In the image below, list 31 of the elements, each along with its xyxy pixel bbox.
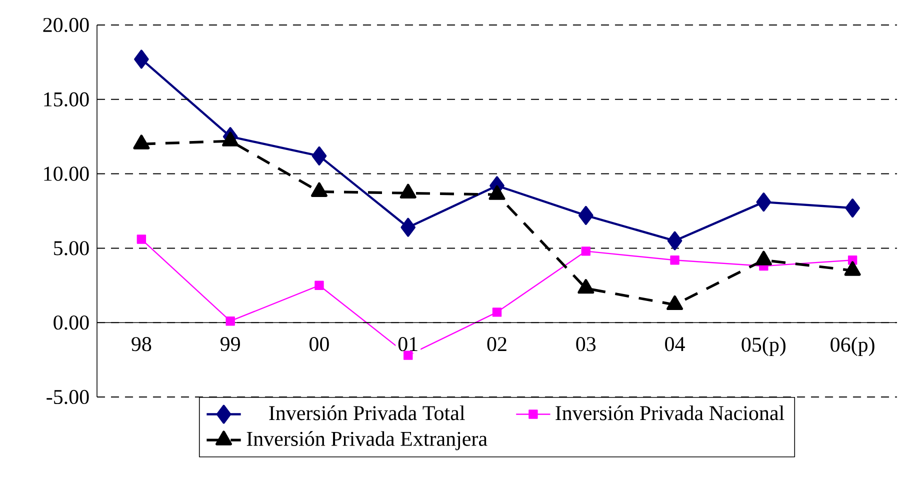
y-tick-label: 15.00 <box>44 92 89 107</box>
x-tick-label: 01 <box>398 337 418 352</box>
x-tick-label: 03 <box>576 337 596 352</box>
legend-label: Inversión Privada Nacional <box>556 405 784 420</box>
legend-label: Inversión Privada Extranjera <box>246 431 488 450</box>
point <box>756 192 772 212</box>
y-tick-label: 20.00 <box>43 18 89 32</box>
point <box>492 308 502 317</box>
legend-label: Inversión Privada Total <box>269 405 465 420</box>
y-tick-label: -5.00 <box>46 390 89 404</box>
point <box>400 218 416 237</box>
point <box>136 234 146 244</box>
x-tick-label: 06(p) <box>830 337 874 356</box>
y-tick-label: 5.00 <box>54 241 89 256</box>
point <box>578 206 594 225</box>
point <box>670 256 680 265</box>
point <box>581 246 590 256</box>
x-tick-label: 04 <box>665 337 685 352</box>
x-tick-label: 98 <box>132 337 152 352</box>
point <box>314 280 324 290</box>
x-tick-label: 05(p) <box>742 337 786 356</box>
y-tick-label: 10.00 <box>44 166 89 181</box>
x-tick-label: 02 <box>487 337 506 352</box>
point <box>226 316 235 326</box>
point <box>312 146 327 166</box>
point <box>845 198 860 218</box>
x-tick-label: 99 <box>220 337 240 352</box>
point <box>667 231 682 250</box>
y-tick-label: 0.00 <box>54 315 89 330</box>
point <box>134 50 149 69</box>
x-tick-label: 00 <box>310 337 329 352</box>
